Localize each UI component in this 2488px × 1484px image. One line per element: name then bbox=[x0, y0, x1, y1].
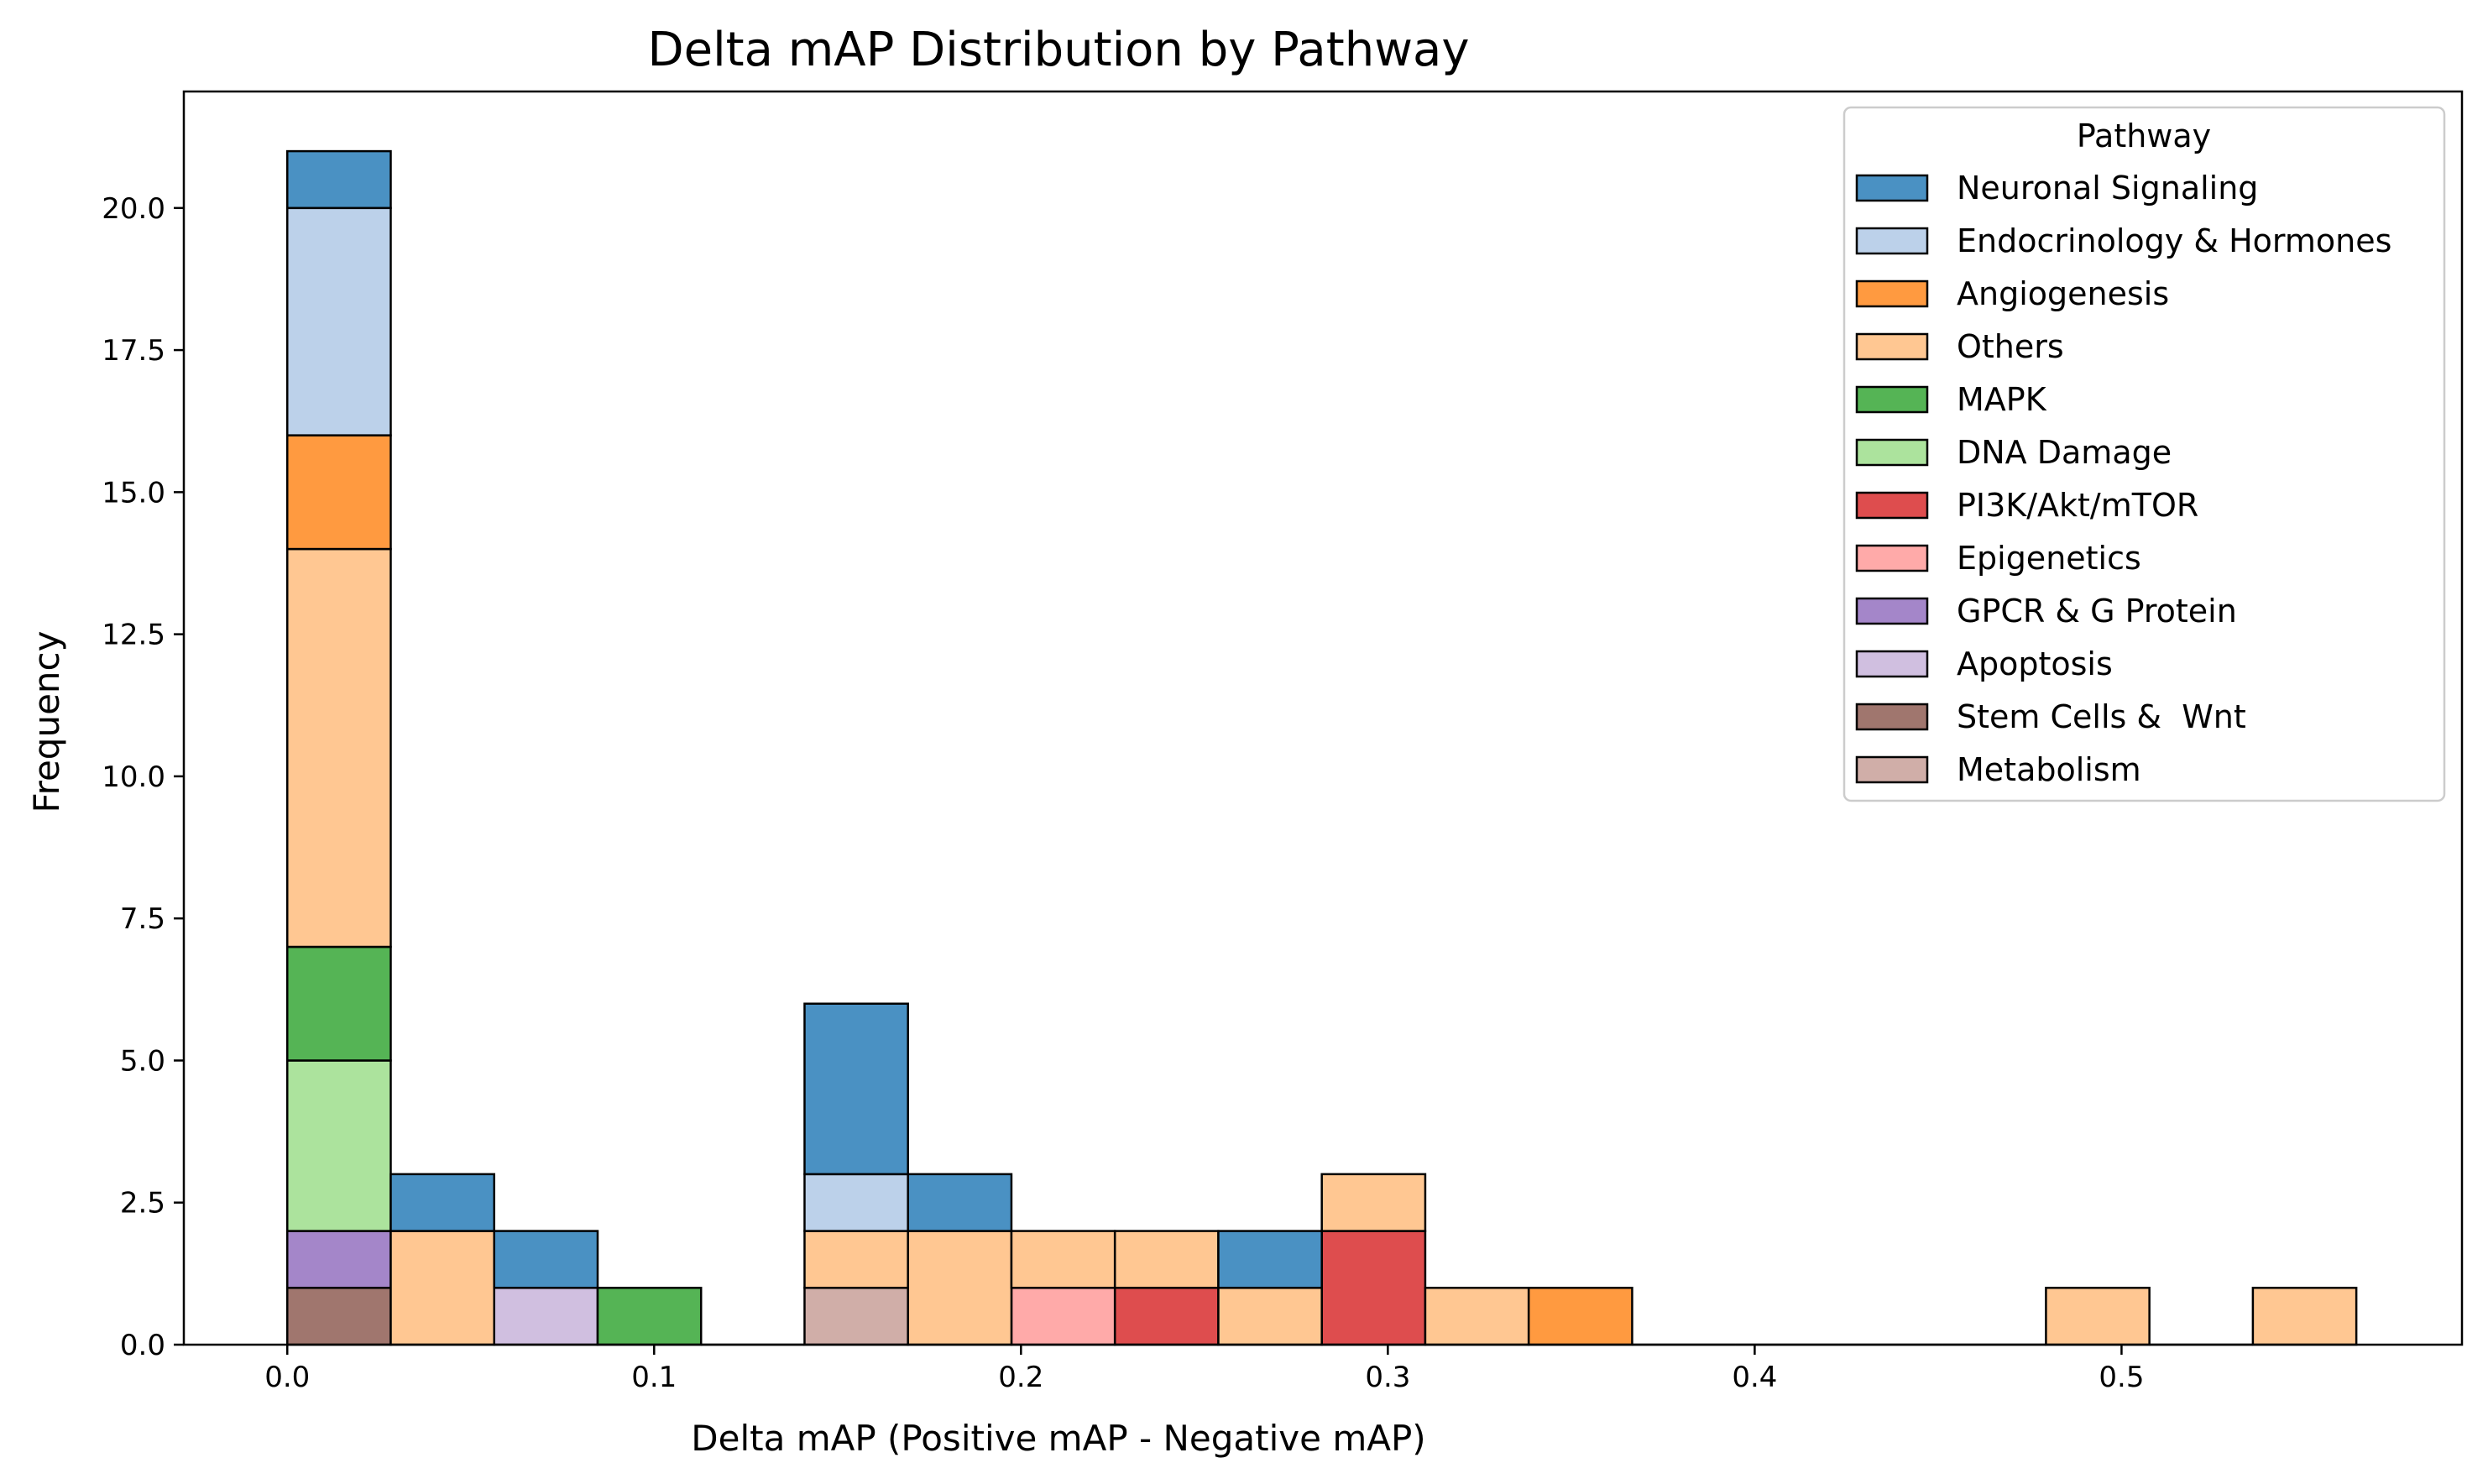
legend-label: MAPK bbox=[1957, 381, 2047, 418]
bar-segment bbox=[1113, 1230, 1220, 1289]
bar-segment bbox=[1217, 1287, 1323, 1346]
bar-segment bbox=[1217, 1230, 1323, 1289]
bar-segment bbox=[2251, 1287, 2358, 1346]
y-tick-label: 0.0 bbox=[120, 1329, 165, 1362]
legend-swatch bbox=[1855, 227, 1929, 255]
legend-swatch bbox=[1855, 332, 1929, 361]
legend-label: Angiogenesis bbox=[1957, 275, 2169, 312]
y-tick-label: 7.5 bbox=[120, 902, 165, 936]
bar-segment bbox=[493, 1230, 599, 1289]
bar-segment bbox=[1424, 1287, 1530, 1346]
legend-swatch bbox=[1855, 491, 1929, 520]
bar-segment bbox=[803, 1173, 909, 1232]
legend-label: Others bbox=[1957, 328, 2064, 365]
bar-segment bbox=[1010, 1287, 1116, 1346]
plot-area: 0.0 0.1 0.2 0.3 0.4 0.5 0.0 2.5 5.0 7.5 10.0 12.5 1… bbox=[102, 90, 2464, 1394]
bar-segment bbox=[493, 1287, 599, 1346]
x-tick-label: 0.2 bbox=[998, 1361, 1043, 1394]
legend-swatch bbox=[1855, 174, 1929, 202]
bar-segment bbox=[803, 1230, 909, 1289]
legend-title: Pathway bbox=[2077, 118, 2211, 154]
x-tick-label: 0.1 bbox=[631, 1361, 677, 1394]
legend-items: Neuronal Signaling Endocrinology & Hormon… bbox=[1855, 170, 2391, 788]
legend-box bbox=[1842, 106, 2446, 802]
y-tick-label: 20.0 bbox=[102, 192, 165, 226]
bar-segment bbox=[285, 945, 392, 1062]
bar-segment bbox=[803, 1002, 909, 1176]
bar-segment bbox=[2045, 1287, 2151, 1346]
x-axis-label: Delta mAP (Positive mAP - Negative mAP) bbox=[691, 1418, 1425, 1459]
legend-swatch bbox=[1855, 755, 1929, 784]
bar-segment bbox=[1320, 1173, 1427, 1232]
legend-swatch bbox=[1855, 703, 1929, 731]
legend-label: Metabolism bbox=[1957, 751, 2141, 788]
y-axis-label: Frequency bbox=[26, 631, 67, 813]
y-tick-label: 5.0 bbox=[120, 1044, 165, 1078]
x-axis: 0.0 0.1 0.2 0.3 0.4 0.5 bbox=[264, 1345, 2144, 1394]
x-tick-label: 0.3 bbox=[1365, 1361, 1410, 1394]
y-tick-label: 12.5 bbox=[102, 619, 165, 652]
bar-segment bbox=[803, 1287, 909, 1346]
y-tick-label: 17.5 bbox=[102, 334, 165, 368]
bar-segment bbox=[285, 1059, 392, 1232]
legend-swatch bbox=[1855, 544, 1929, 572]
legend-swatch bbox=[1855, 597, 1929, 625]
legend-label: Endocrinology & Hormones bbox=[1957, 222, 2391, 259]
bar-segment bbox=[596, 1287, 703, 1346]
y-tick-label: 15.0 bbox=[102, 476, 165, 509]
plot-frame bbox=[182, 90, 2464, 1346]
legend-label: Apoptosis bbox=[1957, 645, 2113, 682]
x-tick-label: 0.5 bbox=[2099, 1361, 2144, 1394]
legend-label: Neuronal Signaling bbox=[1957, 170, 2258, 206]
bar-segment bbox=[1010, 1230, 1116, 1289]
legend-label: Epigenetics bbox=[1957, 540, 2141, 577]
bar-segment bbox=[285, 206, 392, 436]
legend: Pathway Neuronal Signaling Endocrinology … bbox=[1842, 106, 2446, 802]
x-tick-label: 0.0 bbox=[264, 1361, 310, 1394]
y-tick-label: 10.0 bbox=[102, 760, 165, 794]
y-tick-label: 2.5 bbox=[120, 1187, 165, 1220]
bar-segment bbox=[285, 547, 392, 948]
bar-segment bbox=[389, 1230, 495, 1346]
legend-swatch bbox=[1855, 650, 1929, 678]
bar-segment bbox=[285, 1287, 392, 1346]
y-axis: 0.0 2.5 5.0 7.5 10.0 12.5 15.0 17.5 20.0 bbox=[102, 192, 184, 1362]
legend-swatch bbox=[1855, 280, 1929, 308]
legend-label: GPCR & G Protein bbox=[1957, 593, 2237, 630]
legend-label: Stem Cells & Wnt bbox=[1957, 698, 2246, 735]
bar-segment bbox=[1113, 1287, 1220, 1346]
legend-swatch bbox=[1855, 385, 1929, 414]
bar-segment bbox=[285, 434, 392, 551]
chart-title: Delta mAP Distribution by Pathway bbox=[648, 23, 1470, 77]
bar-segment bbox=[1320, 1230, 1427, 1346]
legend-label: DNA Damage bbox=[1957, 434, 2172, 471]
bar-segment bbox=[285, 149, 392, 210]
legend-swatch bbox=[1855, 438, 1929, 467]
bar-segment bbox=[907, 1173, 1013, 1232]
bar-segment bbox=[907, 1230, 1013, 1346]
legend-label: PI3K/Akt/mTOR bbox=[1957, 487, 2198, 524]
bar-segment bbox=[285, 1230, 392, 1289]
x-tick-label: 0.4 bbox=[1732, 1361, 1777, 1394]
bar-segment bbox=[1527, 1287, 1633, 1346]
bar-segment bbox=[389, 1173, 495, 1232]
